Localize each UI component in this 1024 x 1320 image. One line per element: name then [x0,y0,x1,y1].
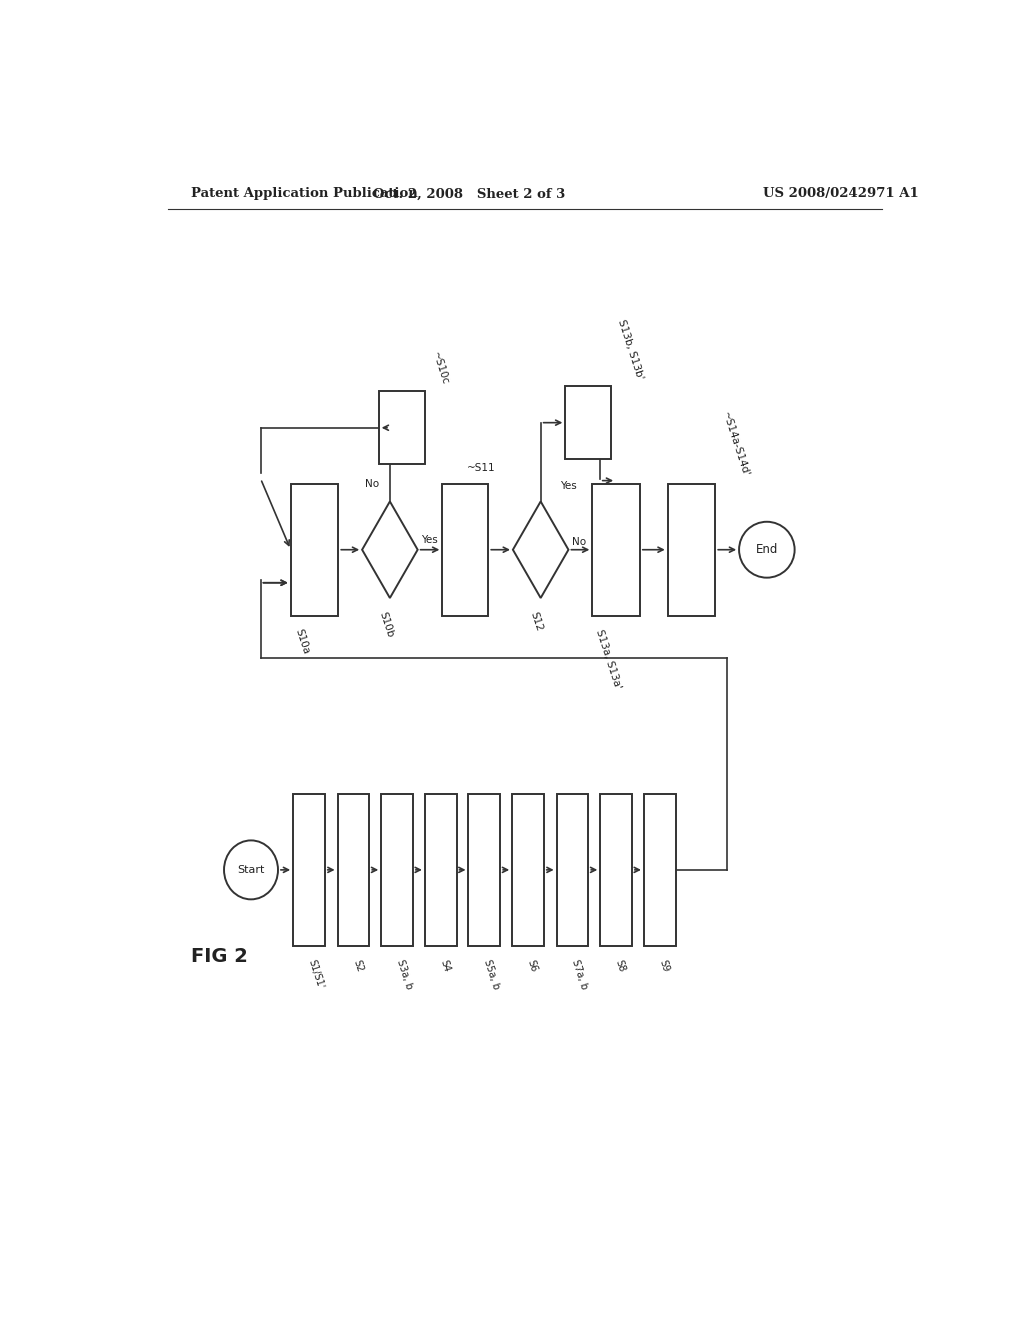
Bar [442,483,488,615]
Bar [379,391,425,465]
Text: S10a: S10a [294,628,311,656]
Text: S13a, S13a': S13a, S13a' [594,628,623,690]
Text: S5a, b: S5a, b [482,958,501,991]
Text: S10b: S10b [377,610,394,639]
Bar [425,793,457,946]
Bar [381,793,413,946]
Text: S3a, b: S3a, b [394,958,414,990]
Text: S12: S12 [528,610,545,632]
Bar [557,793,589,946]
Ellipse shape [224,841,278,899]
Text: US 2008/0242971 A1: US 2008/0242971 A1 [763,187,919,201]
Bar [338,793,370,946]
Text: No: No [366,479,380,490]
Text: S8: S8 [613,958,627,973]
Text: S1/S1': S1/S1' [306,958,326,990]
Bar [565,385,611,459]
Text: Yes: Yes [560,482,578,491]
Bar [512,793,544,946]
Polygon shape [362,502,418,598]
Ellipse shape [739,521,795,578]
Text: S6: S6 [525,958,539,973]
Text: FIG 2: FIG 2 [191,946,249,966]
Text: Patent Application Publication: Patent Application Publication [191,187,418,201]
Bar [293,793,325,946]
Text: S13b, S13b': S13b, S13b' [616,318,645,381]
Bar [600,793,632,946]
Text: S7a, b: S7a, b [570,958,589,991]
Text: No: No [571,537,586,546]
Text: Start: Start [238,865,264,875]
Text: ~S14a-S14d': ~S14a-S14d' [720,411,751,479]
Bar [468,793,500,946]
Bar [291,483,338,615]
Text: ~S10c: ~S10c [430,350,450,385]
Bar [668,483,715,615]
Text: End: End [756,544,778,556]
Text: S2: S2 [351,958,365,973]
Polygon shape [513,502,568,598]
Text: S4: S4 [438,958,452,973]
Text: ~S11: ~S11 [467,463,496,474]
Text: Yes: Yes [421,535,437,545]
Bar [644,793,676,946]
Text: S9: S9 [657,958,671,973]
Text: Oct. 2, 2008   Sheet 2 of 3: Oct. 2, 2008 Sheet 2 of 3 [373,187,565,201]
Bar [592,483,640,615]
